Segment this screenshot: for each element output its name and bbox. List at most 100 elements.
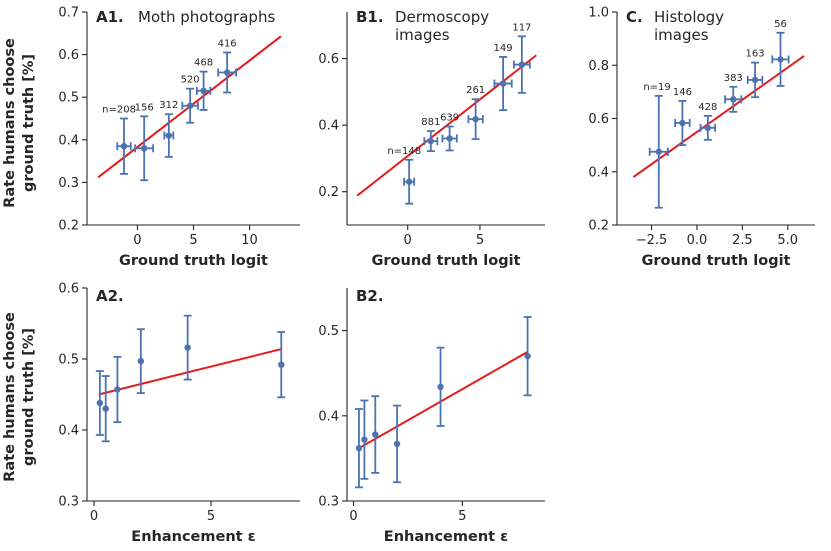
sample-size-label: 163: [746, 49, 765, 60]
x-tick-label: 0.0: [687, 233, 708, 248]
y-tick-label: 0.6: [58, 282, 79, 297]
x-axis-label: Ground truth logit: [119, 253, 268, 269]
sample-size-label: 56: [774, 19, 787, 30]
sample-size-label: 261: [466, 85, 485, 96]
data-point: [120, 142, 128, 150]
panel-c: 0.2 0.4 0.6 0.8 1.0 −2.5 0.0 2.5 5.0 Ground truth…: [588, 6, 815, 269]
panel-a2: 0.3 0.4 0.5 0.6 0 5 Enhancement ε A2.: [58, 282, 300, 545]
panel-label: C.: [626, 8, 643, 26]
sample-size-label: 117: [512, 22, 531, 33]
y-tick-label: 0.4: [318, 119, 339, 134]
panel-label: B1.: [356, 8, 384, 26]
sample-size-label: 428: [698, 102, 717, 113]
x-axis-label: Enhancement ε: [384, 529, 508, 545]
x-tick-label: 5: [458, 509, 466, 524]
ylabel-bottom-line1: Rate humans choose: [2, 312, 18, 482]
y-tick-label: 0.4: [318, 409, 339, 424]
y-tick-label: 0.7: [58, 6, 79, 21]
ylabel-bottom-line2: ground truth [%]: [21, 328, 37, 466]
data-point: [223, 69, 231, 76]
data-point: [184, 344, 191, 351]
sample-size-label: 383: [724, 73, 743, 84]
x-tick-label: 2.5: [732, 233, 753, 248]
data-point: [437, 383, 444, 391]
panel-b2: 0.3 0.4 0.5 0 5 Enhancement ε B2.: [318, 287, 545, 545]
data-point: [355, 444, 363, 452]
data-point: [679, 119, 686, 127]
panel-title-line: Histology: [654, 8, 724, 26]
data-point: [446, 135, 453, 142]
x-axis-label: Ground truth logit: [371, 253, 520, 269]
panel-a1: 0.2 0.3 0.4 0.5 0.6 0.7 0 5 10 Ground truth logit…: [58, 6, 300, 269]
y-tick-label: 0.3: [58, 495, 79, 510]
y-tick-label: 0.6: [588, 112, 609, 127]
y-tick-label: 0.5: [318, 324, 339, 339]
data-point: [372, 431, 379, 438]
panel-title-line: Dermoscopy: [395, 8, 489, 26]
data-point: [114, 386, 121, 393]
sample-size-label: 156: [135, 102, 154, 113]
panel-title-line: Moth photographs: [138, 8, 275, 26]
y-tick-label: 0.2: [588, 219, 609, 234]
sample-size-label: 639: [440, 112, 459, 123]
data-point: [524, 352, 531, 360]
data-point: [186, 102, 194, 109]
x-tick-label: 0: [349, 509, 357, 524]
fit-line: [632, 55, 805, 178]
x-axis-label: Ground truth logit: [641, 253, 790, 269]
panel-b1: 0.2 0.4 0.6 0 5 Ground truth logit B1. Dermosco…: [318, 8, 545, 269]
y-tick-label: 0.3: [58, 176, 79, 191]
data-point: [730, 96, 737, 103]
fit-line: [98, 348, 282, 396]
y-tick-label: 0.2: [318, 185, 339, 200]
data-point: [655, 148, 662, 155]
ylabel-top-line2: ground truth [%]: [21, 54, 37, 192]
data-point: [278, 361, 285, 368]
y-tick-label: 0.4: [588, 165, 609, 180]
x-tick-label: 5.0: [777, 233, 798, 248]
panel-title-line: images: [654, 26, 709, 44]
x-tick-label: 10: [241, 233, 258, 248]
ylabel-top-line1: Rate humans choose: [2, 38, 18, 208]
data-point: [393, 440, 401, 448]
sample-size-label: 146: [673, 87, 692, 98]
data-point: [200, 87, 207, 95]
data-point: [405, 178, 413, 185]
data-point: [137, 357, 145, 365]
y-tick-label: 0.6: [58, 48, 79, 63]
sample-size-label: 312: [159, 100, 178, 111]
x-axis-label: Enhancement ε: [131, 529, 255, 545]
panel-label: A1.: [96, 8, 124, 26]
y-tick-label: 0.5: [58, 353, 79, 368]
fit-line: [356, 54, 537, 197]
x-tick-label: 5: [476, 233, 484, 248]
panel-label: A2.: [96, 287, 124, 305]
panel-title-line: images: [395, 26, 450, 44]
data-point: [777, 56, 784, 63]
sample-size-label: 468: [194, 58, 213, 69]
sample-size-label: n=208: [102, 105, 136, 116]
data-point: [499, 80, 507, 87]
x-tick-label: 0: [133, 233, 141, 248]
y-tick-label: 0.8: [588, 59, 609, 74]
y-tick-label: 1.0: [588, 6, 609, 21]
y-tick-label: 0.2: [58, 219, 79, 234]
y-tick-label: 0.3: [318, 495, 339, 510]
data-point: [704, 124, 712, 132]
sample-size-label: 520: [181, 75, 200, 86]
y-tick-label: 0.5: [58, 91, 79, 106]
x-tick-label: 5: [207, 509, 215, 524]
sample-size-label: n=19: [643, 82, 670, 93]
x-tick-label: 5: [189, 233, 197, 248]
data-point: [427, 137, 435, 145]
data-point: [472, 115, 479, 123]
data-point: [140, 145, 148, 152]
sample-size-label: 149: [494, 43, 513, 54]
fit-line: [358, 351, 529, 450]
data-point: [96, 399, 104, 407]
y-tick-label: 0.4: [58, 133, 79, 148]
data-point: [102, 405, 109, 412]
panel-label: B2.: [356, 287, 384, 305]
sample-size-label: 416: [218, 38, 237, 49]
